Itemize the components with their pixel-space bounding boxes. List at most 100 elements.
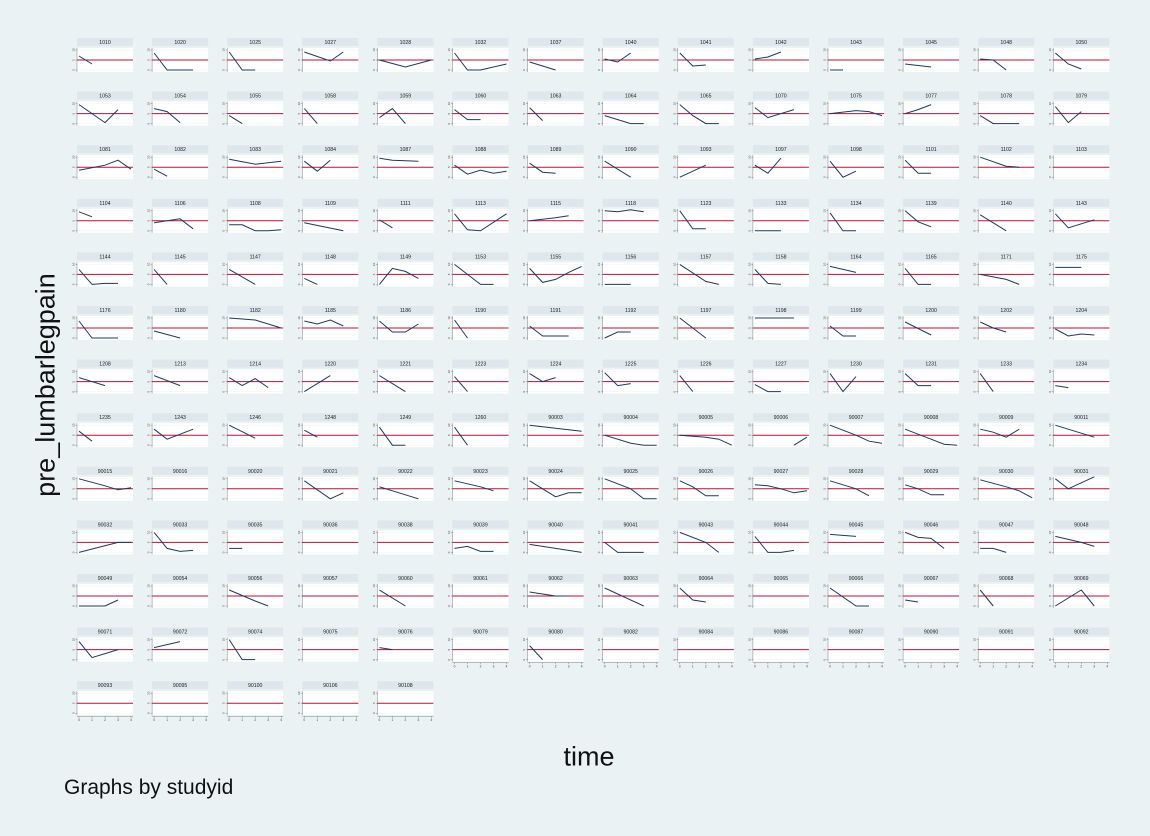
panel-strip — [828, 306, 884, 314]
y-tick-label: 5 — [72, 541, 76, 543]
y-tick-label: 10 — [372, 209, 376, 213]
y-tick-label: 5 — [898, 648, 902, 650]
y-tick-label: 5 — [147, 112, 151, 114]
series-line — [228, 268, 256, 285]
series-line — [229, 158, 282, 165]
y-tick-label: 5 — [72, 59, 76, 61]
panel-1058: 1058 10 5 0 — [297, 91, 359, 126]
y-tick-label: 0 — [898, 444, 902, 446]
y-tick-label: 0 — [1048, 176, 1052, 178]
series-line — [1055, 535, 1095, 547]
panel-strip — [527, 627, 584, 636]
panel-strip — [302, 306, 359, 314]
panel-90057: 90057 10 5 0 — [297, 574, 359, 608]
y-tick-label: 10 — [1048, 316, 1052, 320]
y-tick-label: 5 — [72, 112, 76, 114]
panel-strip — [152, 145, 209, 154]
y-tick-label: 0 — [823, 176, 827, 178]
panel-1230: 1230 10 5 0 — [823, 359, 884, 394]
y-tick-label: 0 — [597, 658, 601, 660]
panel-title: 1115 — [550, 201, 561, 207]
series-line — [829, 212, 856, 232]
y-tick-label: 10 — [147, 530, 151, 534]
panel-title: 90031 — [1074, 469, 1089, 475]
x-tick-label: 0 — [679, 665, 681, 669]
panel-1123: 1123 10 5 0 — [672, 198, 734, 233]
y-tick-label: 5 — [597, 595, 601, 597]
y-tick-label: 10 — [522, 209, 526, 213]
series-line — [529, 215, 569, 222]
panel-strip — [903, 359, 960, 368]
y-tick-label: 10 — [372, 370, 376, 374]
series-line — [78, 159, 132, 171]
y-tick-label: 0 — [747, 551, 751, 553]
series-line — [78, 211, 93, 218]
x-tick-label: 1 — [91, 718, 93, 722]
x-tick-label: 0 — [529, 665, 531, 669]
panel-title: 1088 — [475, 147, 487, 153]
panel-strip — [152, 627, 209, 636]
panel-90079: 90079 10 5 0 0 1 2 3 4 — [447, 627, 509, 669]
panel-strip — [903, 145, 960, 154]
y-tick-label: 10 — [297, 584, 301, 588]
panel-strip — [677, 574, 734, 582]
panel-strip — [227, 38, 284, 46]
panel-title: 1190 — [475, 308, 486, 314]
panel-strip — [677, 145, 734, 154]
panel-1111: 1111 10 5 0 — [372, 198, 434, 233]
y-tick-label: 0 — [72, 337, 76, 339]
y-tick-label: 5 — [447, 273, 451, 275]
panel-title: 1045 — [925, 40, 937, 46]
panel-1143: 1143 10 5 0 — [1048, 198, 1110, 233]
panel-90046: 90046 10 5 0 — [898, 520, 960, 555]
panel-1020: 1020 10 5 0 — [147, 38, 209, 72]
y-tick-label: 0 — [147, 337, 151, 339]
y-tick-label: 5 — [72, 434, 76, 436]
panel-strip — [77, 520, 133, 529]
series-line — [304, 319, 344, 327]
panel-strip — [752, 38, 809, 46]
panel-1224: 1224 10 5 0 — [522, 359, 584, 394]
panel-1037: 1037 10 5 0 — [522, 38, 584, 72]
y-tick-label: 10 — [147, 638, 151, 642]
y-tick-label: 10 — [372, 691, 376, 695]
y-tick-label: 10 — [973, 316, 977, 320]
y-tick-label: 5 — [222, 220, 226, 222]
series-line — [379, 589, 406, 607]
y-tick-label: 0 — [898, 390, 902, 392]
y-tick-label: 5 — [72, 273, 76, 275]
panel-1246: 1246 10 5 0 — [222, 413, 284, 448]
series-line — [379, 219, 393, 229]
panel-title: 90016 — [173, 469, 188, 475]
y-tick-label: 10 — [672, 262, 676, 266]
y-tick-label: 5 — [372, 380, 376, 382]
panel-strip — [1053, 413, 1110, 422]
panel-title: 90076 — [398, 630, 413, 636]
y-tick-label: 5 — [297, 380, 301, 382]
y-tick-label: 0 — [447, 444, 451, 446]
y-tick-label: 5 — [522, 434, 526, 436]
y-tick-label: 5 — [372, 166, 376, 168]
y-tick-label: 10 — [222, 477, 226, 481]
panel-strip — [978, 413, 1035, 422]
panel-1175: 1175 10 5 0 — [1048, 252, 1110, 287]
y-tick-label: 0 — [823, 230, 827, 232]
panel-strip — [302, 681, 359, 690]
series-line — [754, 107, 795, 119]
y-tick-label: 5 — [297, 434, 301, 436]
panel-strip — [602, 627, 659, 636]
y-tick-label: 0 — [1048, 551, 1052, 553]
panel-1082: 1082 10 5 0 — [147, 145, 209, 180]
x-tick-label: 1 — [467, 665, 469, 669]
x-tick-label: 4 — [205, 718, 207, 722]
x-axis-title: time — [563, 741, 615, 772]
y-tick-label: 0 — [597, 176, 601, 178]
panel-title: 1144 — [99, 254, 110, 260]
panel-strip — [677, 91, 734, 100]
y-tick-label: 5 — [447, 327, 451, 329]
y-tick-label: 0 — [672, 444, 676, 446]
x-tick-label: 0 — [1054, 665, 1056, 669]
panel-title: 90045 — [849, 522, 864, 528]
y-tick-label: 5 — [898, 112, 902, 114]
